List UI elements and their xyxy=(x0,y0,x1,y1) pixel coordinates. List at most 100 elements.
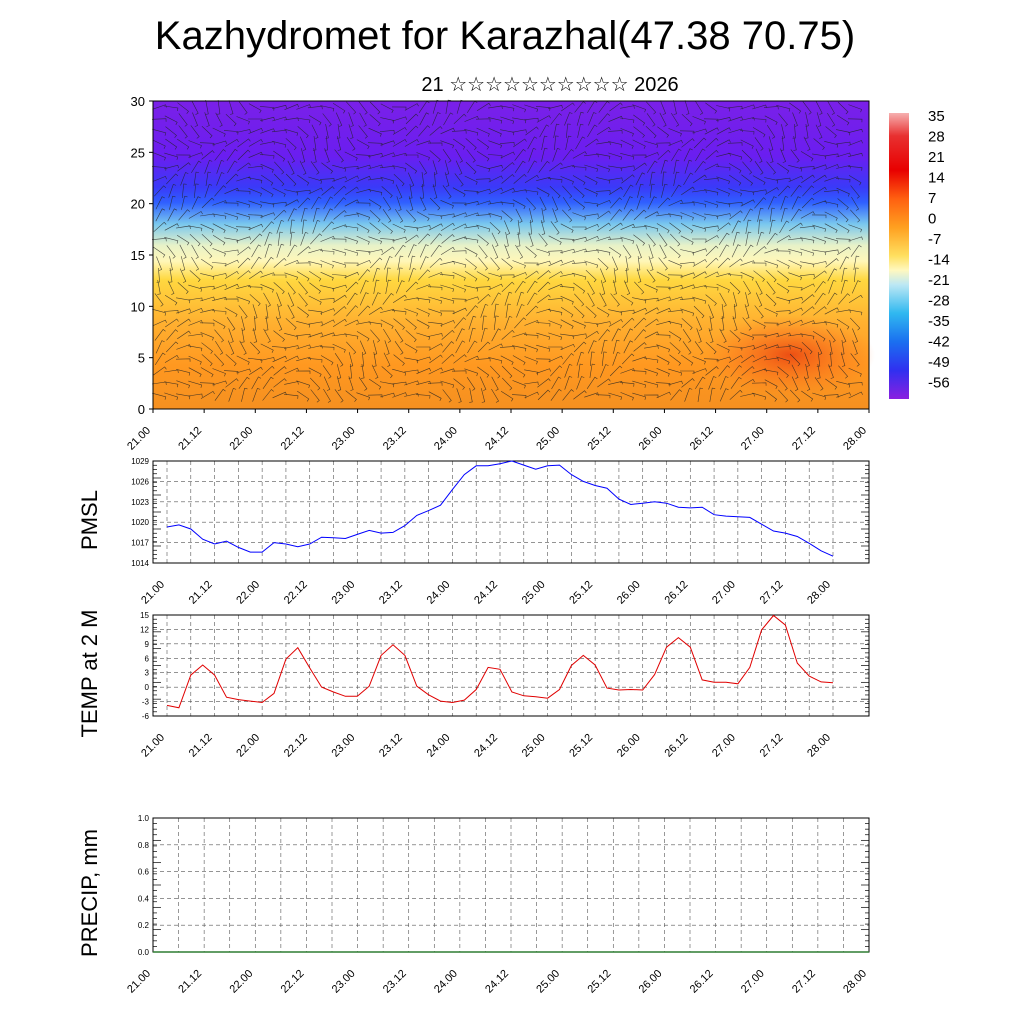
wind-barb xyxy=(637,183,644,198)
wind-barb xyxy=(692,296,707,304)
wind-barb xyxy=(776,332,791,338)
x-tick-label: 22.00 xyxy=(227,425,255,453)
wind-barb xyxy=(752,104,767,110)
y-tick-label: 1014 xyxy=(131,559,149,568)
wind-barb xyxy=(587,340,597,354)
wind-barb xyxy=(512,260,526,269)
wind-barb xyxy=(226,317,236,331)
wind-barb xyxy=(273,209,287,221)
wind-barb xyxy=(643,394,659,398)
wind-barb xyxy=(284,260,299,266)
wind-barb xyxy=(477,234,489,246)
wind-barb xyxy=(524,189,539,196)
wind-barb xyxy=(720,304,725,319)
wind-barb xyxy=(225,173,239,185)
wind-barb xyxy=(331,274,347,279)
wind-barb xyxy=(575,136,586,150)
wind-barb xyxy=(252,388,261,402)
wind-barb xyxy=(718,365,730,377)
wind-barb xyxy=(405,318,417,330)
wind-barb xyxy=(840,352,846,367)
wind-barb xyxy=(416,332,431,341)
wind-barb xyxy=(679,130,695,135)
wind-barb xyxy=(764,115,778,126)
wind-barb xyxy=(416,307,430,317)
wind-barb xyxy=(704,225,719,229)
wind-barb xyxy=(597,222,611,232)
wind-barb xyxy=(600,268,607,283)
wind-barb xyxy=(368,306,383,316)
wind-barb xyxy=(204,112,210,127)
wind-barb xyxy=(767,196,777,210)
wind-barb xyxy=(587,292,595,307)
wind-barb xyxy=(393,318,405,330)
wind-barb xyxy=(224,249,239,254)
wind-barb xyxy=(168,268,173,283)
wind-barb xyxy=(331,238,347,243)
wind-barb xyxy=(776,259,790,269)
wind-barb xyxy=(597,210,611,220)
wind-barb xyxy=(596,307,610,318)
wind-barb xyxy=(598,329,610,341)
wind-barb xyxy=(562,185,573,199)
x-tick-label: 26.00 xyxy=(615,579,643,607)
wind-barb xyxy=(539,124,550,138)
wind-barb xyxy=(745,231,752,246)
wind-barb xyxy=(404,154,419,158)
wind-barb xyxy=(514,148,526,161)
wind-barb xyxy=(152,139,166,149)
wind-barb xyxy=(193,171,200,186)
wind-barb xyxy=(415,394,431,399)
wind-barb xyxy=(176,308,191,314)
wind-barb xyxy=(443,112,454,126)
wind-barb xyxy=(836,152,851,158)
wind-barb xyxy=(440,127,455,135)
wind-barb xyxy=(611,256,619,271)
wind-barb xyxy=(536,187,550,198)
wind-barb xyxy=(248,223,263,230)
y-tick-label: 5 xyxy=(138,351,145,366)
wind-barb xyxy=(824,211,838,221)
wind-barb xyxy=(559,238,575,243)
wind-barb xyxy=(249,341,261,355)
wind-barb xyxy=(624,267,628,283)
x-tick-label: 23.00 xyxy=(330,968,358,996)
wind-barb xyxy=(740,117,755,121)
wind-barb xyxy=(752,175,766,186)
wind-barb xyxy=(177,102,189,114)
y-tick-label: 0.6 xyxy=(138,868,150,877)
wind-barb xyxy=(623,328,634,342)
wind-barb xyxy=(358,377,368,391)
wind-barb xyxy=(848,140,863,146)
y-tick-label: 0.4 xyxy=(138,894,150,903)
wind-barb xyxy=(308,248,323,254)
wind-barb xyxy=(824,321,839,328)
wind-barb xyxy=(561,102,575,112)
wind-barb xyxy=(684,100,690,115)
wind-barb xyxy=(703,358,719,363)
wind-barb xyxy=(551,376,562,390)
wind-barb xyxy=(405,125,419,137)
wind-barb xyxy=(607,130,623,134)
wind-barb xyxy=(440,213,455,217)
wind-barb xyxy=(491,292,502,306)
wind-barb xyxy=(719,388,729,402)
wind-barb xyxy=(224,138,239,147)
wind-barb xyxy=(164,115,178,126)
wind-barb xyxy=(645,318,659,328)
wind-barb xyxy=(386,267,391,283)
wind-barb xyxy=(573,186,585,199)
wind-barb xyxy=(372,340,378,355)
wind-barb xyxy=(801,197,815,209)
wind-barb xyxy=(420,172,425,187)
wind-barb xyxy=(535,106,551,111)
wind-barb xyxy=(607,238,623,242)
wind-barb xyxy=(788,248,803,256)
wind-barb xyxy=(655,286,671,291)
wind-barb xyxy=(728,152,743,160)
wind-barb xyxy=(155,196,165,210)
wind-barb xyxy=(248,118,263,122)
wind-barb xyxy=(358,269,370,281)
wind-barb xyxy=(247,165,263,170)
wind-barb xyxy=(727,274,743,279)
